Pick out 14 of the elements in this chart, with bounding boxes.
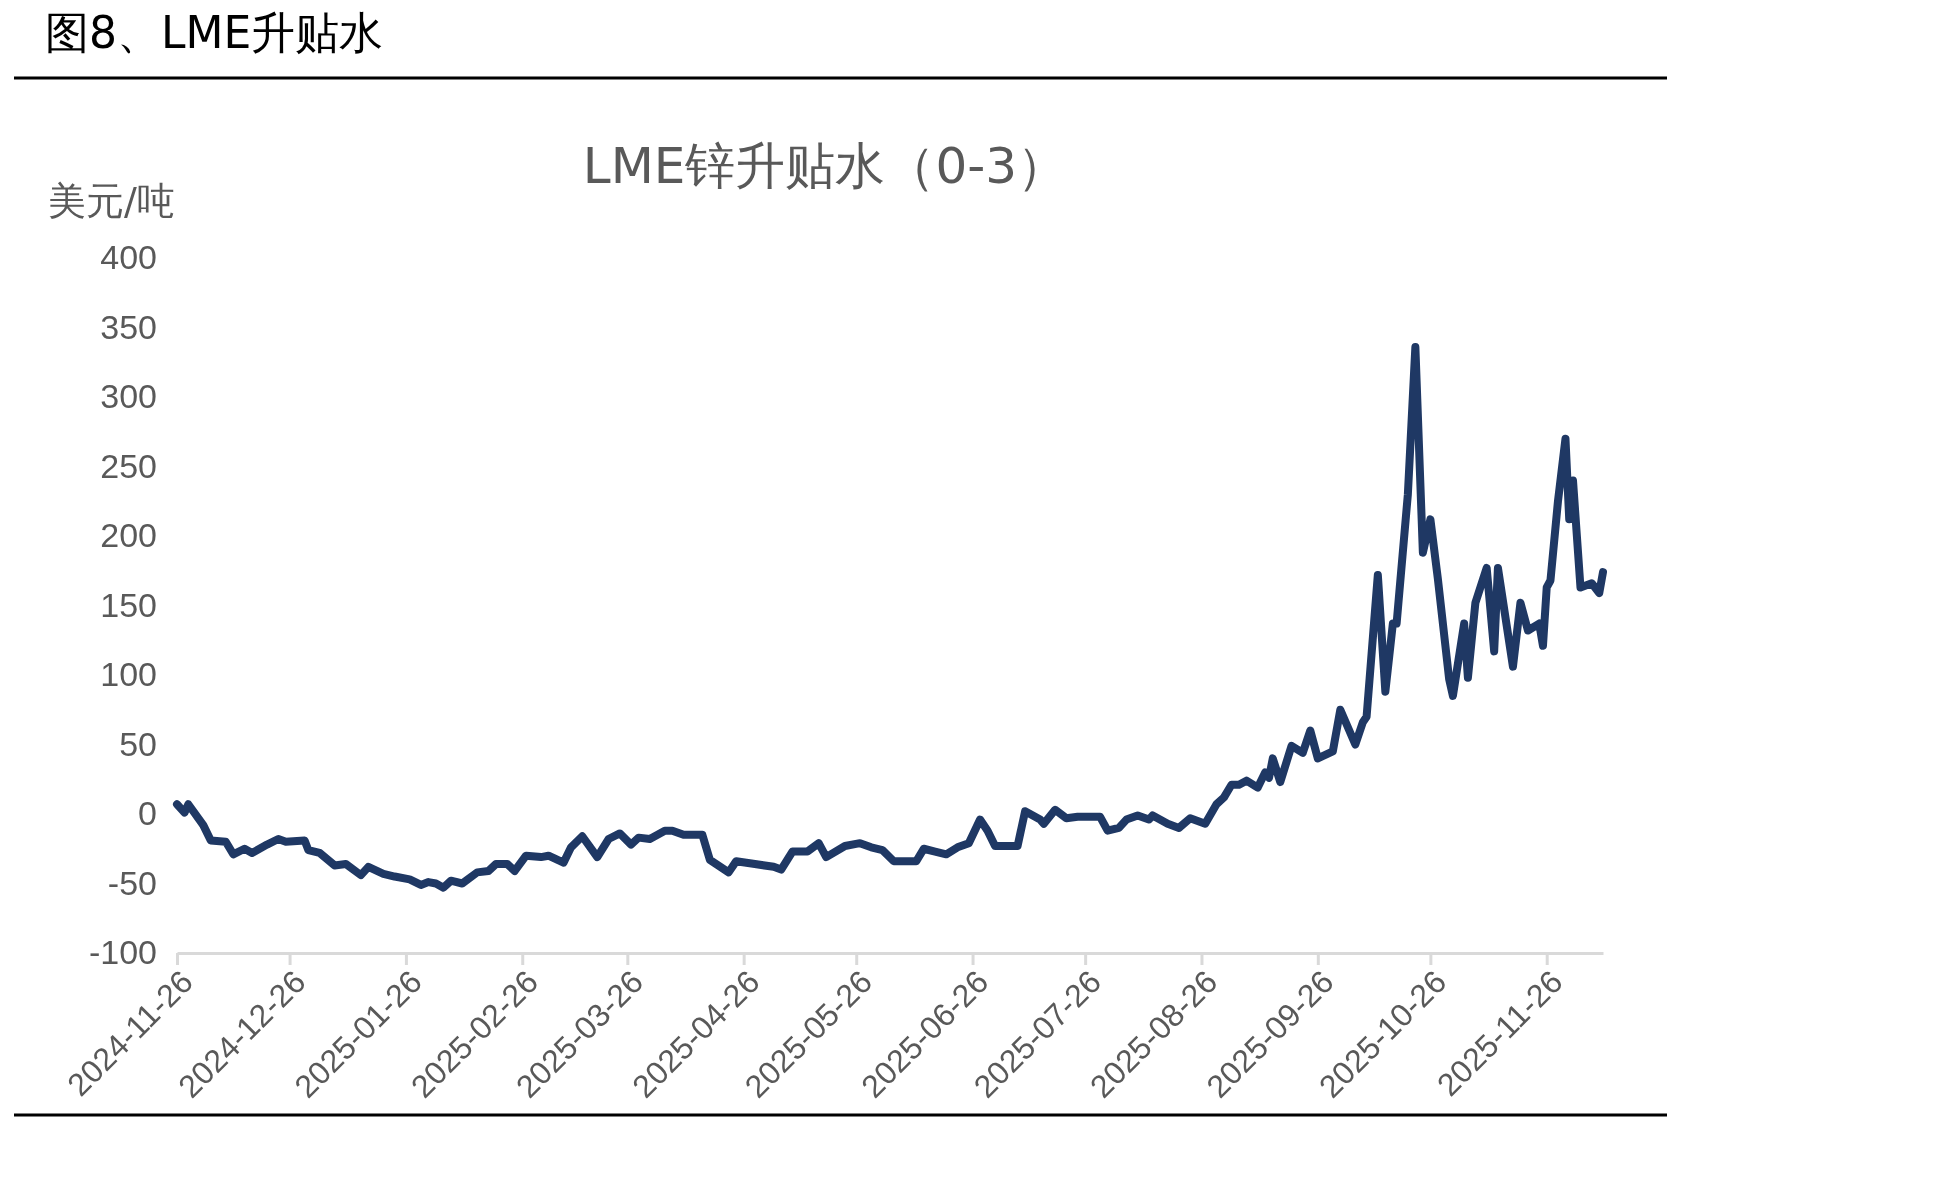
y-tick-label: 350 — [100, 307, 157, 346]
y-axis-title: 美元/吨 — [48, 179, 175, 223]
chart-title: 图8、LME升贴水 — [45, 7, 384, 58]
y-tick-label: 250 — [100, 446, 157, 485]
y-tick-label: 400 — [100, 238, 157, 277]
y-tick-label: 300 — [100, 377, 157, 416]
y-tick-label: 100 — [100, 655, 157, 694]
y-tick-label: 0 — [138, 794, 157, 833]
y-tick-label: 50 — [119, 724, 157, 763]
y-tick-label: -100 — [88, 933, 157, 972]
y-tick-label: 200 — [100, 516, 157, 555]
y-tick-label: -50 — [107, 863, 157, 902]
y-tick-label: 150 — [100, 585, 157, 624]
chart-subtitle: LME锌升贴水（0-3） — [582, 137, 1068, 195]
